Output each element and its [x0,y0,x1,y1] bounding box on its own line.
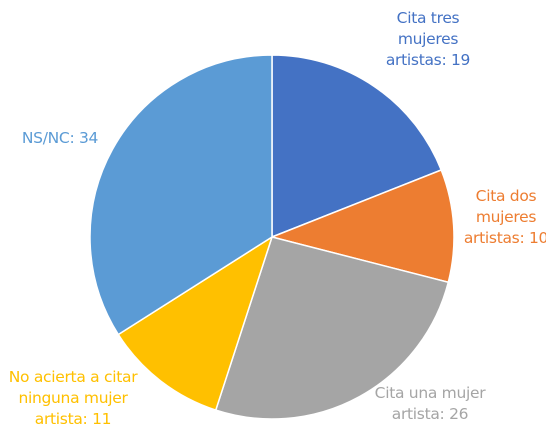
data-label: No acierta a citar ninguna mujer artista… [8,368,138,428]
data-label: Cita una mujer artista: 26 [374,384,486,423]
pie-slice [117,235,274,412]
data-label: Cita dos mujeres artistas: 10 [463,187,546,247]
data-label: Cita tres mujeres artistas: 19 [385,9,471,69]
pie-slice [269,169,455,284]
pie-slice [89,54,273,336]
pie-slice [214,236,450,420]
data-label: NS/NC: 34 [21,129,99,147]
pie-slice [271,54,443,239]
